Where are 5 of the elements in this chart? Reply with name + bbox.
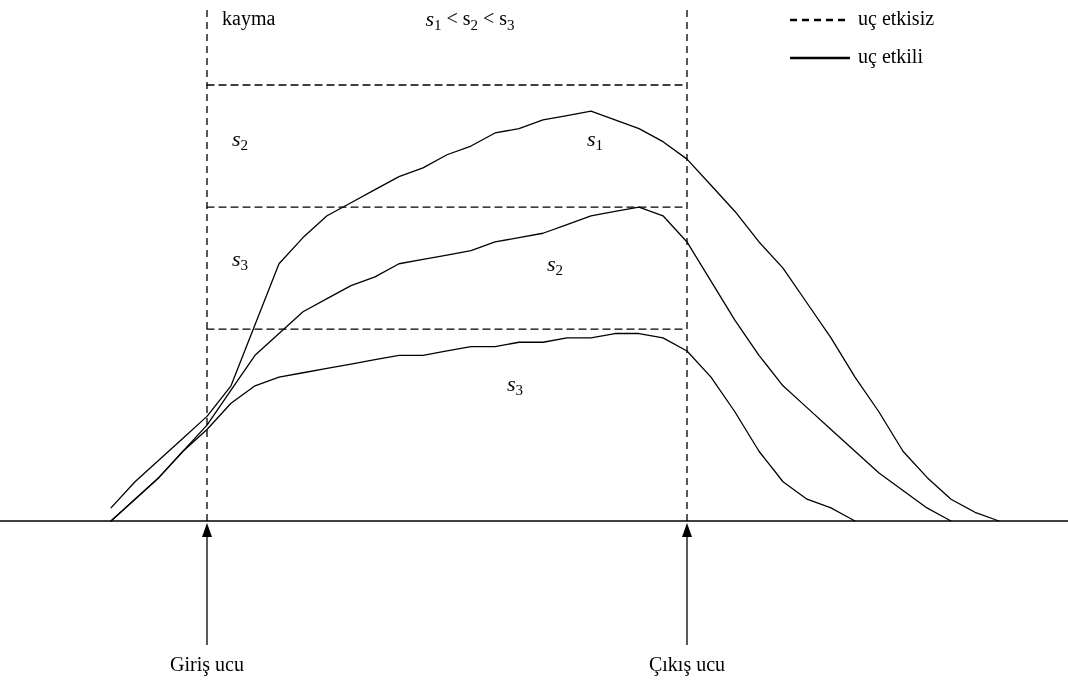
text: Çıkış ucu xyxy=(648,653,726,677)
text: kayma xyxy=(222,7,276,31)
text: Giriş ucu xyxy=(170,653,244,677)
legend-label: uç etkili xyxy=(858,45,924,69)
legend-label: uç etkisiz xyxy=(858,7,935,31)
